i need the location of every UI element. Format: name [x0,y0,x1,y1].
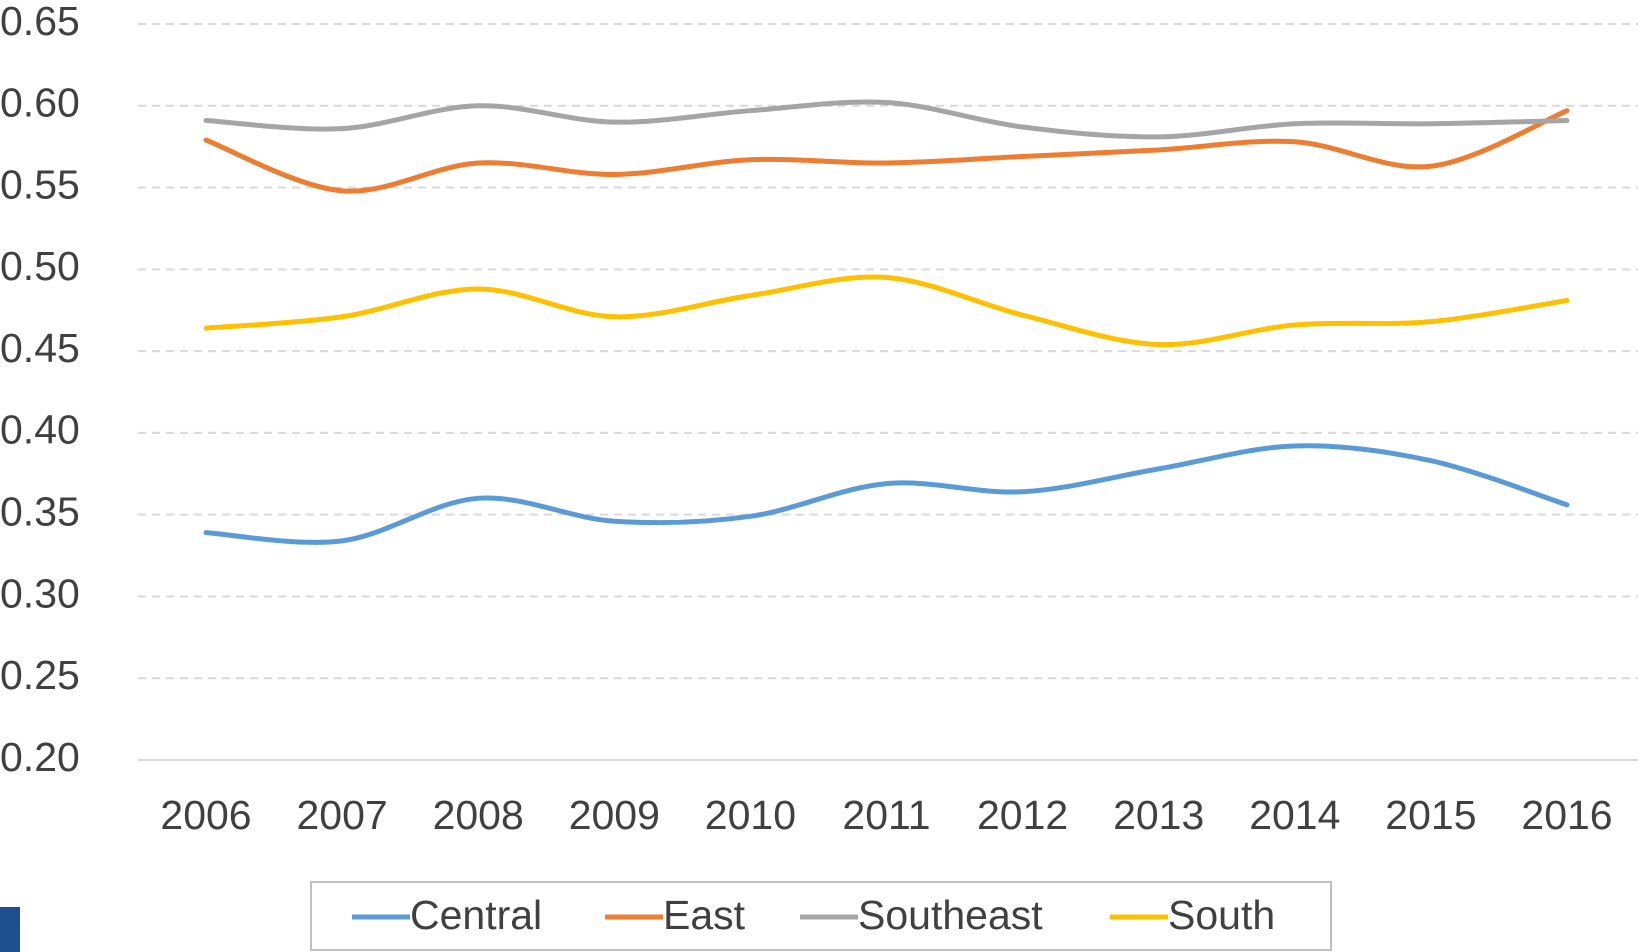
legend-label: East [663,892,746,938]
x-tick-label: 2016 [1521,792,1612,838]
x-tick-label: 2013 [1113,792,1204,838]
y-tick-label: 0.60 [0,80,80,126]
x-tick-label: 2012 [977,792,1068,838]
x-tick-label: 2007 [296,792,387,838]
x-tick-label: 2008 [433,792,524,838]
y-tick-label: 0.45 [0,325,80,371]
x-tick-label: 2011 [842,792,930,838]
series-line [203,108,1570,194]
x-tick-label: 2014 [1249,792,1340,838]
series-line [203,99,1570,140]
legend-label: Southeast [858,892,1043,938]
series-line [203,274,1570,348]
y-tick-label: 0.40 [0,407,80,453]
legend-label: South [1168,892,1275,938]
series-line [203,443,1570,545]
y-tick-label: 0.20 [0,734,80,780]
corner-decoration [0,907,20,952]
y-tick-label: 0.35 [0,488,80,534]
legend-label: Central [410,892,542,938]
y-tick-label: 0.65 [0,0,80,44]
y-tick-label: 0.25 [0,652,80,698]
y-tick-label: 0.55 [0,161,80,207]
x-tick-label: 2010 [705,792,796,838]
y-tick-label: 0.30 [0,570,80,616]
x-tick-label: 2009 [569,792,660,838]
y-tick-label: 0.50 [0,243,80,289]
x-tick-label: 2015 [1385,792,1476,838]
x-tick-label: 2006 [160,792,251,838]
